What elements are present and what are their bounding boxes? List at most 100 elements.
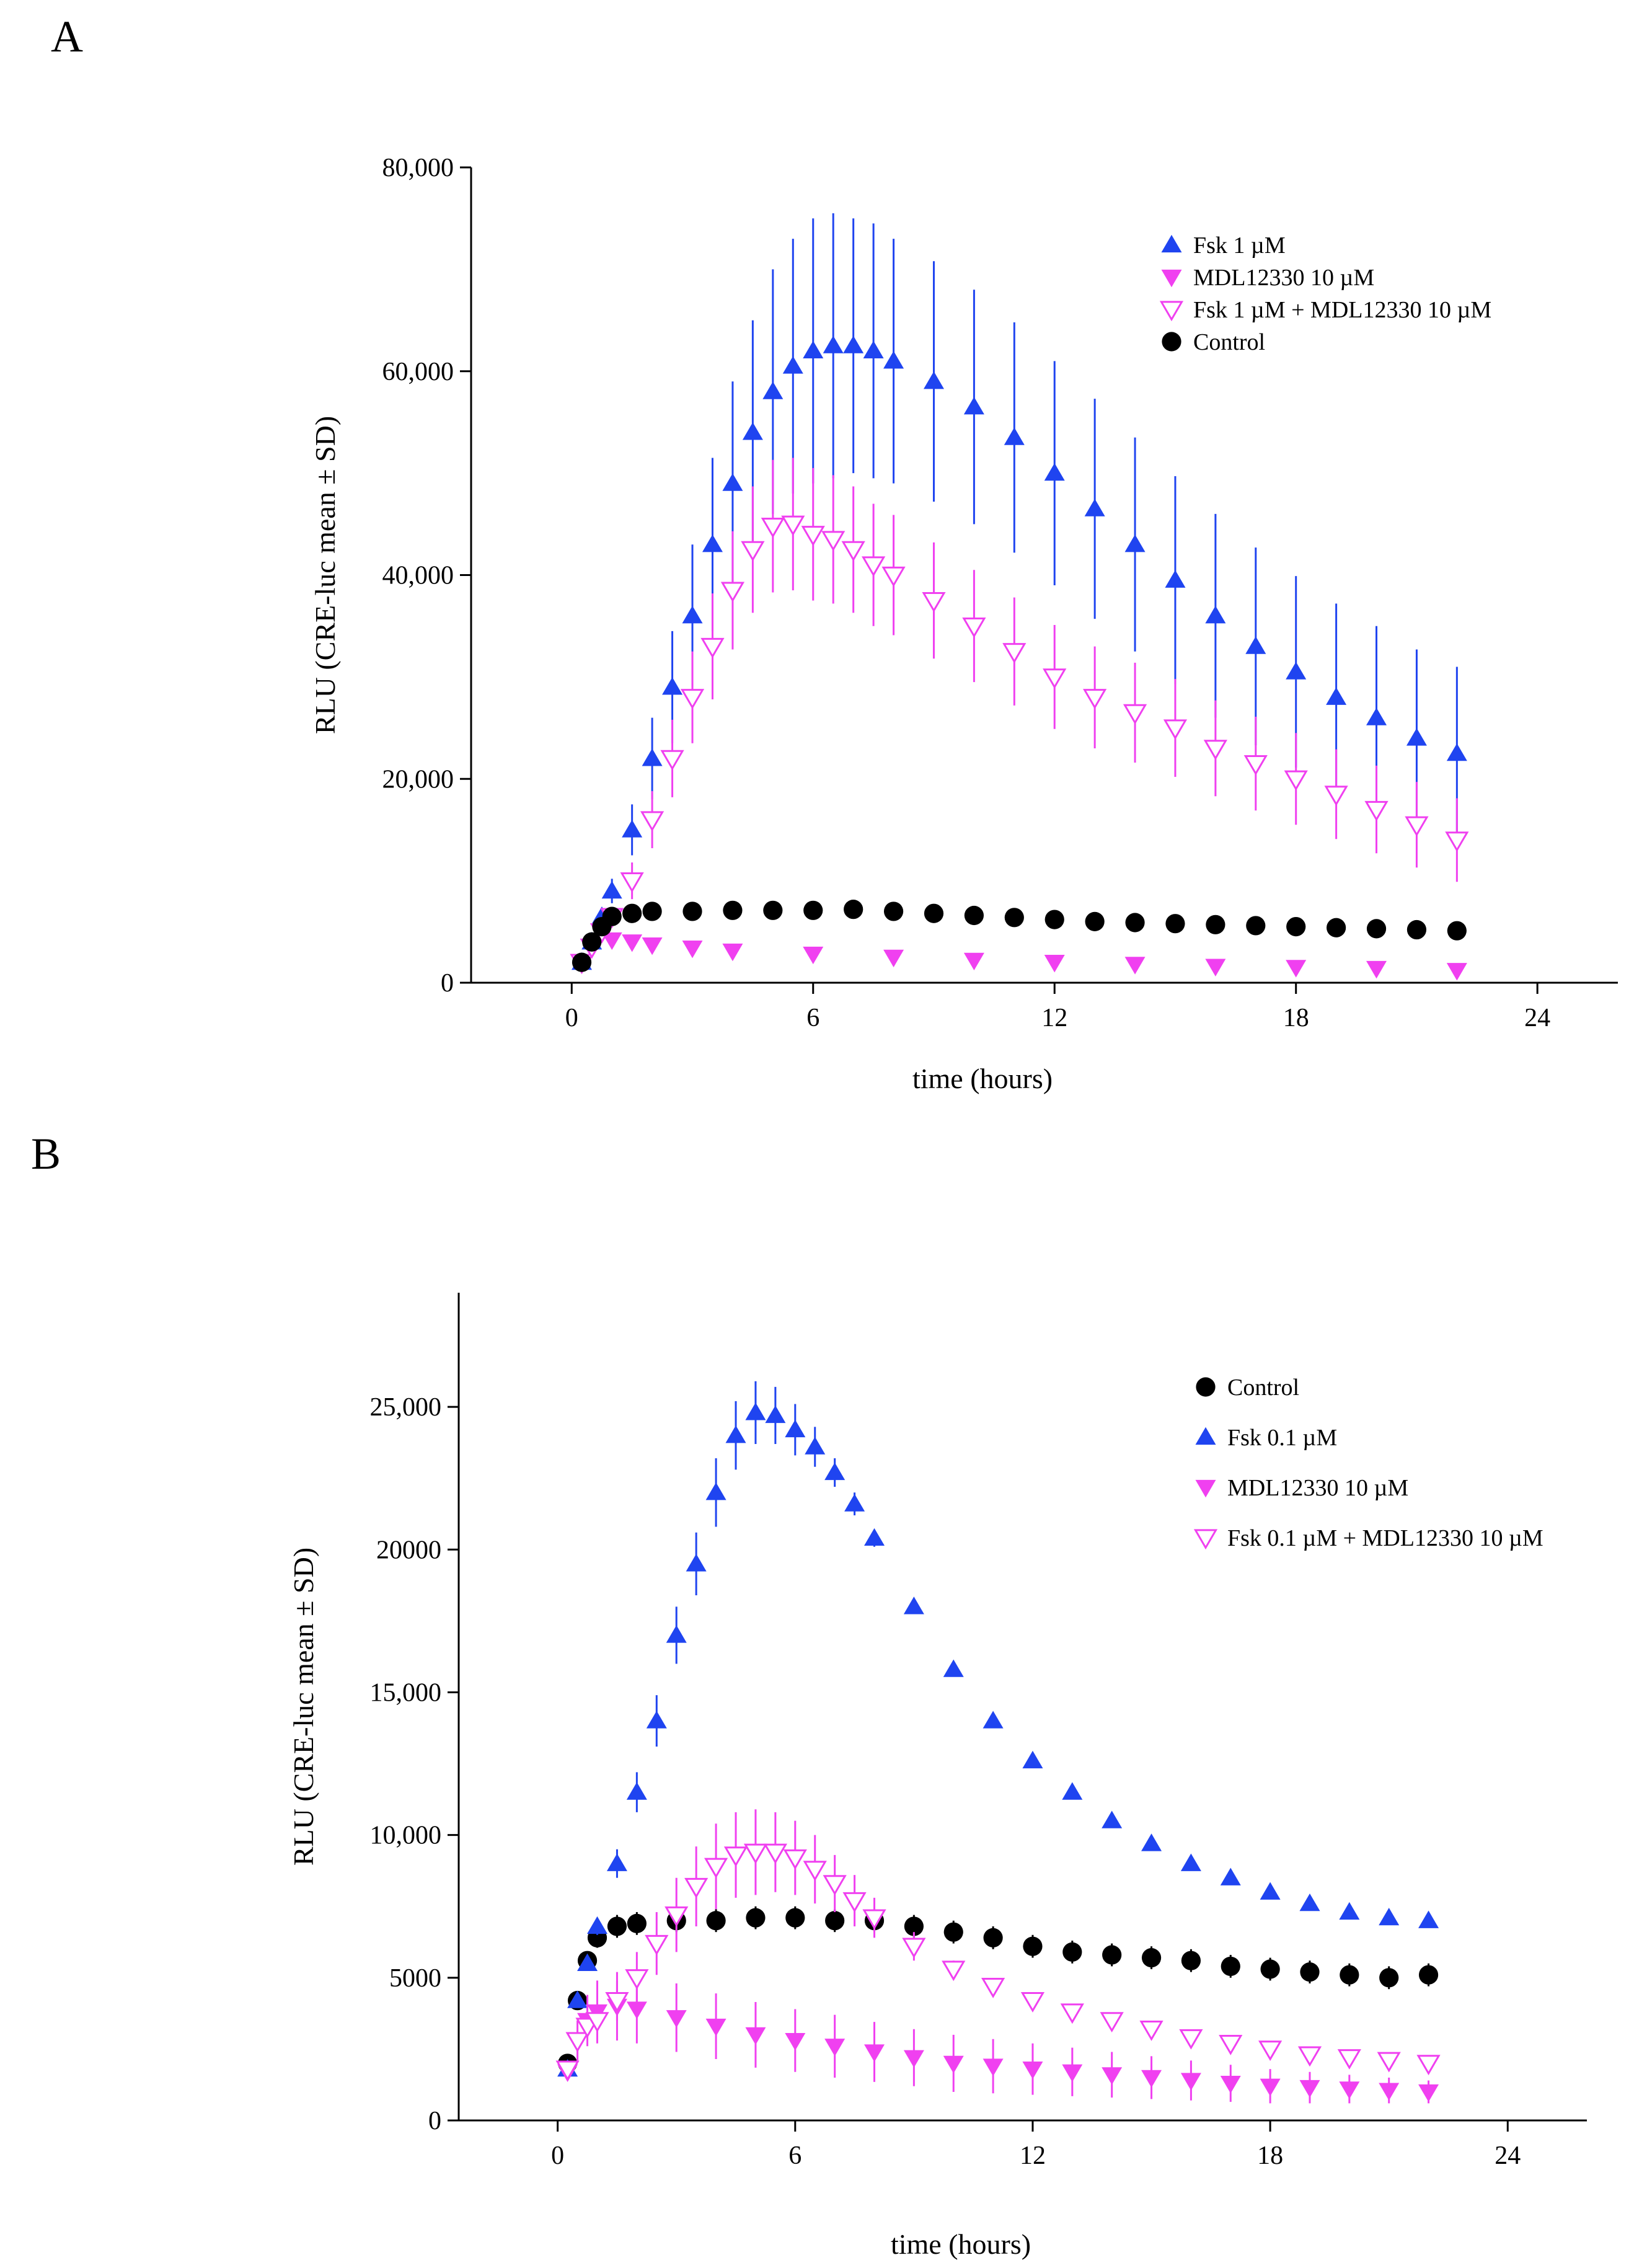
data-point: [883, 949, 904, 968]
data-point: [1446, 963, 1467, 981]
data-point: [781, 515, 805, 536]
panel-letter-a: A: [51, 12, 83, 61]
data-point: [883, 901, 904, 921]
data-point: [682, 901, 702, 921]
data-point: [622, 820, 643, 838]
data-point: [680, 689, 705, 709]
y-tick-label: 0: [441, 969, 454, 998]
data-point: [1366, 919, 1387, 939]
legend-marker: [1162, 332, 1181, 352]
data-point: [1364, 800, 1389, 822]
x-tick-label: 0: [565, 1004, 578, 1032]
data-point: [863, 340, 884, 359]
data-point: [642, 937, 663, 955]
data-point: [1165, 570, 1186, 588]
data-point: [723, 900, 743, 920]
data-point: [841, 541, 865, 562]
panel-letter-b: B: [31, 1129, 61, 1179]
data-point: [1447, 921, 1467, 941]
data-point: [844, 900, 863, 919]
data-point: [883, 351, 904, 369]
data-point: [1004, 427, 1025, 445]
data-point: [642, 748, 663, 766]
data-point: [1245, 636, 1266, 654]
y-axis-label: RLU (CRE-luc mean ± SD): [309, 416, 341, 734]
data-point: [1445, 831, 1469, 853]
data-point: [803, 900, 823, 920]
data-point: [1366, 707, 1387, 725]
data-point: [741, 541, 765, 562]
data-point: [660, 750, 684, 771]
data-point: [803, 946, 824, 965]
data-point: [722, 473, 743, 491]
data-point: [1123, 704, 1147, 725]
data-point: [1284, 770, 1308, 791]
data-point: [1326, 687, 1347, 705]
data-point: [782, 356, 803, 374]
legend-label: Fsk 1 µM: [1193, 233, 1286, 259]
data-point: [1203, 740, 1227, 761]
data-point: [602, 906, 622, 926]
x-tick-label: 6: [806, 1004, 819, 1032]
data-point: [761, 517, 785, 538]
data-point: [862, 556, 886, 577]
data-point: [962, 618, 986, 638]
data-point: [622, 934, 643, 952]
data-point: [1163, 719, 1188, 740]
data-point: [1446, 743, 1467, 761]
data-point: [1043, 668, 1067, 689]
x-tick-label: 24: [1524, 1004, 1550, 1032]
series-combo: [570, 458, 1469, 975]
data-point: [1406, 728, 1427, 746]
data-point: [702, 534, 723, 552]
legend-label: MDL12330 10 µM: [1193, 265, 1374, 291]
x-axis-label: time (hours): [912, 1063, 1053, 1094]
series-control: [572, 900, 1467, 972]
y-tick-label: 20,000: [382, 765, 454, 794]
series-mdl: [572, 932, 1467, 981]
data-point: [1084, 498, 1105, 516]
data-point: [1246, 916, 1266, 936]
data-point: [803, 340, 824, 359]
data-point: [1406, 919, 1427, 940]
y-tick-label: 40,000: [382, 562, 454, 590]
legend-label: Control: [1193, 329, 1265, 355]
data-point: [1366, 960, 1387, 979]
data-point: [823, 335, 844, 353]
data-point: [1124, 534, 1146, 552]
data-point: [662, 677, 683, 695]
data-point: [601, 932, 622, 950]
data-point: [642, 901, 662, 921]
x-tick-label: 12: [1041, 1004, 1067, 1032]
data-point: [1124, 957, 1146, 975]
data-point: [963, 952, 984, 971]
data-point: [601, 880, 622, 899]
y-tick-label: 80,000: [382, 154, 454, 182]
legend-marker: [1161, 269, 1182, 288]
data-point: [720, 582, 745, 603]
data-point: [1002, 643, 1027, 663]
data-point: [572, 952, 592, 972]
data-point: [881, 566, 906, 587]
data-point: [1206, 915, 1225, 934]
data-point: [620, 872, 644, 893]
data-point: [682, 940, 703, 959]
data-point: [1324, 786, 1348, 807]
data-point: [1243, 755, 1268, 776]
data-point: [762, 381, 784, 399]
x-tick-label: 18: [1283, 1004, 1309, 1032]
data-point: [1083, 689, 1107, 709]
series-fsk: [572, 213, 1467, 970]
data-point: [1205, 959, 1226, 977]
data-point: [1165, 914, 1185, 934]
data-point: [622, 903, 642, 923]
data-point: [700, 637, 725, 658]
data-point: [1205, 606, 1226, 624]
data-point: [1044, 910, 1064, 929]
data-point: [801, 526, 825, 546]
data-point: [1286, 916, 1306, 937]
data-point: [924, 903, 944, 923]
data-point: [1327, 918, 1346, 937]
y-tick-label: 60,000: [382, 358, 454, 386]
